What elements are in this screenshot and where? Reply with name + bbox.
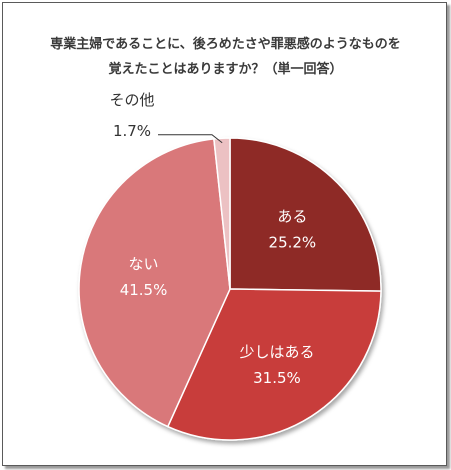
slice-value-sonota: 1.7% [113, 122, 151, 140]
callout-line-sonota [158, 134, 223, 144]
slice-label-nai: ない [129, 255, 159, 273]
chart-title-line-1: 専業主婦であることに、後ろめたさや罪悪感のようなものを [50, 37, 401, 52]
slice-label-sukoshi-wa-aru: 少しはある [239, 343, 314, 361]
slice-value-aru: 25.2% [269, 234, 317, 252]
pie-slices [78, 137, 382, 441]
slice-value-sukoshi-wa-aru: 31.5% [253, 369, 301, 387]
pie-slice-sonota [213, 137, 231, 290]
pie-labels: ある 25.2% 少しはある 31.5% ない 41.5% その他 1.7% [109, 91, 316, 387]
pie-slice-nai [78, 138, 231, 428]
slice-label-aru: ある [277, 208, 307, 226]
chart-title-line-2: 覚えたことはありますか？（単一回答） [108, 62, 343, 77]
pie-slice-aru [229, 137, 382, 292]
slice-value-nai: 41.5% [120, 281, 168, 299]
pie-slice-sukoshi-wa-aru [166, 288, 382, 441]
slice-label-sonota: その他 [109, 91, 154, 109]
